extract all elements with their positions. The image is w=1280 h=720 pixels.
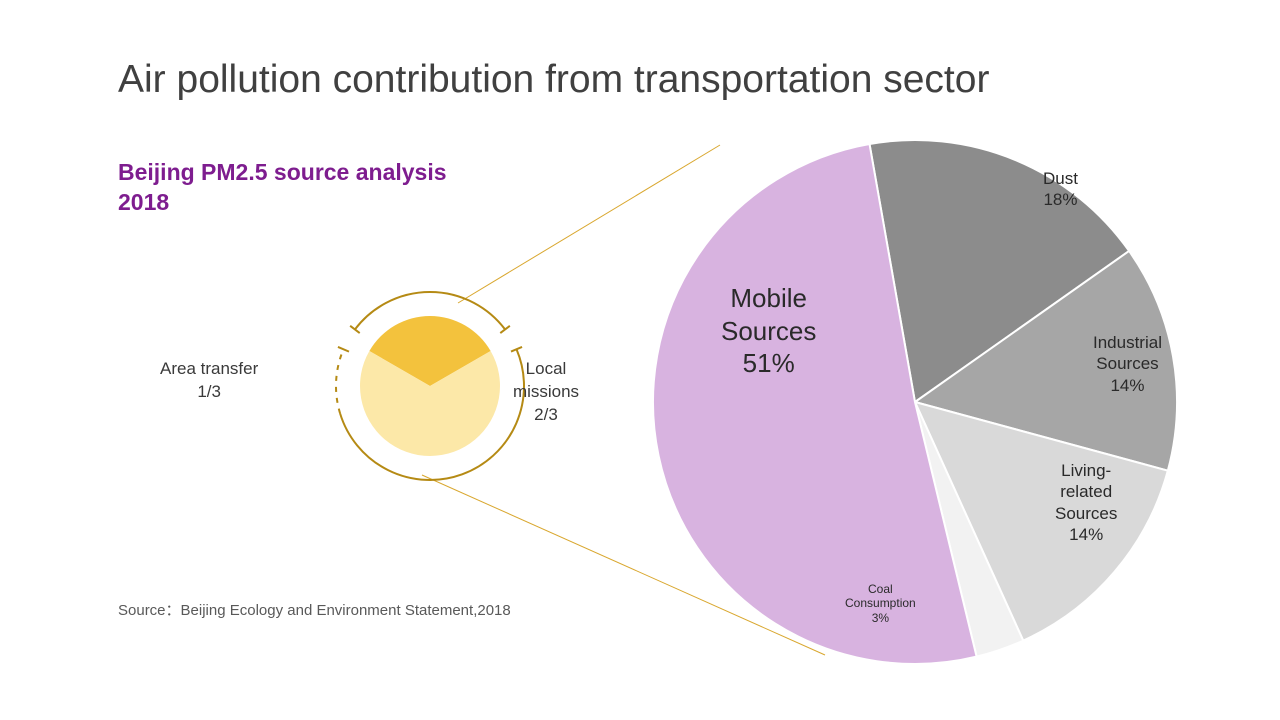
big-pie-label-percent: 14% [1069,525,1103,544]
big-pie-label: CoalConsumption3% [845,582,916,625]
big-pie-chart: Dust18%IndustrialSources14%Living-relate… [635,122,1195,682]
big-pie-label-percent: 18% [1043,190,1077,209]
big-pie-label-percent: 51% [743,348,795,378]
subtitle-line1: Beijing PM2.5 source analysis [118,159,447,185]
big-pie-label: Dust 18% [1043,168,1078,211]
big-pie-label-percent: 3% [872,611,889,625]
small-label-right-frac: 2/3 [534,405,558,424]
subtitle: Beijing PM2.5 source analysis 2018 [118,158,447,218]
small-pie-label-right: Local missions 2/3 [512,358,580,427]
small-label-left-name: Area transfer [160,359,258,378]
page-title: Air pollution contribution from transpor… [118,58,989,102]
small-label-right-name: Local missions [513,359,579,401]
small-pie-chart: Area transfer 1/3 Local missions 2/3 [280,236,580,536]
big-pie-label-name: Dust [1043,169,1078,188]
big-pie-label: Living-relatedSources 14% [1055,460,1117,545]
big-pie-label: IndustrialSources 14% [1093,332,1162,396]
small-pie-label-left: Area transfer 1/3 [160,358,258,404]
big-pie-label-percent: 14% [1110,376,1144,395]
big-pie-label-name: CoalConsumption [845,582,916,610]
big-pie-label: MobileSources51% [721,282,816,380]
subtitle-line2: 2018 [118,189,169,215]
small-label-left-frac: 1/3 [197,382,221,401]
big-pie-label-name: Living-relatedSources [1055,461,1117,523]
source-citation: Source：Beijing Ecology and Environment S… [118,599,511,620]
big-pie-label-name: IndustrialSources [1093,333,1162,373]
big-pie-label-name: MobileSources [721,283,816,346]
